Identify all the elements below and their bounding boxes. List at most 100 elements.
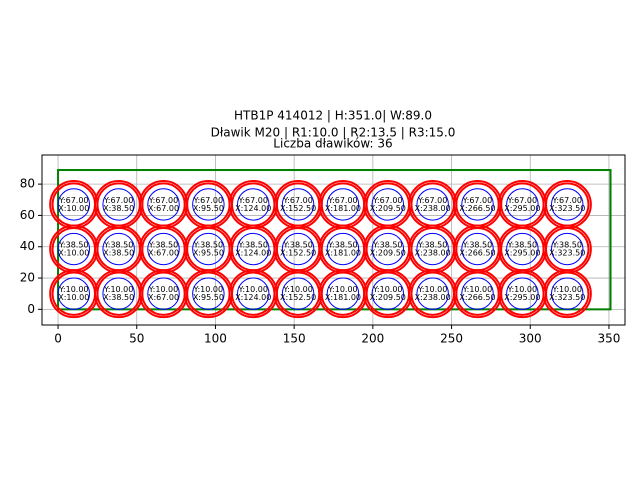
gland-circle — [102, 232, 135, 266]
point-label: Y:38.50 — [552, 241, 582, 250]
point-label: X:67.00 — [148, 249, 179, 258]
point-label: Y:10.00 — [372, 285, 402, 294]
point-label: X:266.50 — [459, 204, 495, 213]
point-label: Y:67.00 — [58, 196, 88, 205]
point-label: Y:38.50 — [193, 241, 223, 250]
point-label: Y:10.00 — [148, 285, 178, 294]
point-label: X:38.50 — [103, 249, 134, 258]
x-tick-label: 0 — [54, 332, 62, 346]
point-label: X:323.50 — [549, 293, 585, 302]
point-label: Y:10.00 — [103, 285, 133, 294]
point-label: Y:10.00 — [462, 285, 492, 294]
gland-circle — [326, 232, 360, 266]
gland-circle — [371, 277, 405, 310]
x-tick-label: 50 — [129, 332, 144, 346]
point-label: X:95.50 — [193, 249, 224, 258]
gland-circle — [506, 277, 539, 310]
point-label: X:181.00 — [325, 249, 361, 258]
point-label: Y:38.50 — [148, 241, 178, 250]
box — [57, 169, 612, 311]
point-label: X:95.50 — [193, 293, 224, 302]
point-label: X:124.00 — [235, 204, 271, 213]
point-label: X:295.00 — [504, 293, 540, 302]
point-label: X:95.50 — [193, 204, 224, 213]
title-line: HTB1P 414012 | H:351.0| W:89.0 — [234, 109, 432, 123]
x-tick-label: 300 — [519, 332, 542, 346]
x-tick-label: 350 — [597, 332, 620, 346]
gland-circle — [192, 277, 225, 310]
gland-circle — [57, 188, 91, 221]
point-label: Y:38.50 — [327, 241, 357, 250]
gland-circle — [281, 188, 315, 221]
gland-circle — [236, 277, 270, 310]
point-label: Y:38.50 — [238, 241, 268, 250]
gland-circle — [506, 232, 539, 266]
point-label: Y:67.00 — [417, 196, 447, 205]
point-label: Y:10.00 — [193, 285, 223, 294]
point-label: Y:38.50 — [462, 241, 492, 250]
y-tick-label: 40 — [20, 239, 35, 253]
point-label: X:124.00 — [235, 249, 271, 258]
gland-circle — [416, 277, 449, 310]
point-label: X:295.00 — [504, 249, 540, 258]
point-label: X:238.00 — [415, 293, 451, 302]
x-tick-label: 250 — [440, 332, 463, 346]
point-label: Y:38.50 — [282, 241, 312, 250]
gland-circle — [147, 277, 180, 310]
point-label: X:266.50 — [459, 293, 495, 302]
point-label: X:38.50 — [103, 293, 134, 302]
gland-circle — [57, 232, 91, 266]
gland-circle — [416, 188, 449, 221]
point-label: Y:38.50 — [103, 241, 133, 250]
point-label: Y:10.00 — [552, 285, 582, 294]
point-label: Y:67.00 — [103, 196, 133, 205]
point-label: X:323.50 — [549, 204, 585, 213]
gland-circle — [371, 188, 405, 221]
gland-circle — [281, 277, 315, 310]
gland-circle — [102, 277, 135, 310]
point-label: X:209.50 — [370, 204, 406, 213]
x-tick-label: 150 — [283, 332, 306, 346]
point-label: X:152.50 — [280, 293, 316, 302]
point-label: Y:38.50 — [58, 241, 88, 250]
gland-circle — [416, 232, 449, 266]
point-label: Y:67.00 — [462, 196, 492, 205]
title-line: Liczba dławików: 36 — [273, 137, 392, 151]
gland-circle — [102, 188, 135, 221]
point-label: X:238.00 — [415, 249, 451, 258]
gland-circle — [326, 277, 360, 310]
point-label: X:67.00 — [148, 204, 179, 213]
point-label: X:181.00 — [325, 293, 361, 302]
point-label: Y:67.00 — [372, 196, 402, 205]
gland-circle — [326, 188, 360, 221]
point-label: X:38.50 — [103, 204, 134, 213]
gland-circle — [371, 232, 405, 266]
gland-circle — [281, 232, 315, 266]
gland-circle — [147, 188, 180, 221]
point-label: Y:10.00 — [327, 285, 357, 294]
point-label: Y:67.00 — [148, 196, 178, 205]
point-label: X:295.00 — [504, 204, 540, 213]
point-label: Y:10.00 — [238, 285, 268, 294]
gland-circle — [550, 188, 584, 221]
gland-circle — [57, 277, 91, 310]
point-label: Y:67.00 — [327, 196, 357, 205]
point-label: X:209.50 — [370, 249, 406, 258]
point-label: X:209.50 — [370, 293, 406, 302]
point-label: X:67.00 — [148, 293, 179, 302]
point-label: Y:67.00 — [507, 196, 537, 205]
gland-circle — [147, 232, 180, 266]
point-label: Y:67.00 — [552, 196, 582, 205]
gland-circle — [192, 188, 225, 221]
x-tick-label: 100 — [204, 332, 227, 346]
y-tick-label: 20 — [20, 271, 35, 285]
point-label: Y:10.00 — [58, 285, 88, 294]
point-label: X:10.00 — [58, 249, 89, 258]
axes-frame — [41, 154, 626, 326]
point-label: Y:10.00 — [282, 285, 312, 294]
gland-circle — [544, 182, 590, 227]
title-line: Dławik M20 | R1:10.0 | R2:13.5 | R3:15.0 — [211, 126, 456, 140]
y-tick-label: 80 — [20, 177, 35, 191]
x-tick-label: 200 — [361, 332, 384, 346]
